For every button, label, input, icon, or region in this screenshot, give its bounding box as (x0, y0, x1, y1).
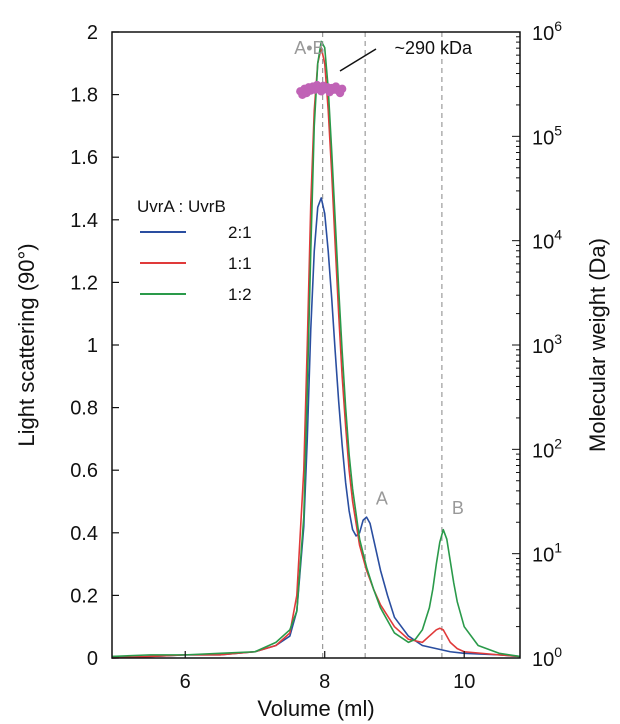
y2-tick-base: 10 (532, 649, 554, 671)
y2-tick-label: 106 (532, 18, 562, 45)
plot-frame (111, 31, 521, 659)
y-tick-label: 1.2 (70, 272, 98, 294)
y-tick-label: 1 (87, 335, 98, 357)
x-axis-ticks: 6 8 10 (180, 651, 475, 693)
mw-point (337, 84, 347, 94)
annotation-b: B (452, 498, 464, 518)
series-line-1-2 (111, 40, 521, 658)
y2-tick-exponent: 2 (554, 435, 562, 451)
y-tick-label: 0.6 (70, 460, 98, 482)
x-axis-label: Volume (ml) (257, 696, 374, 721)
y2-axis-label: Molecular weight (Da) (585, 238, 610, 452)
molecular-weight-points (296, 80, 347, 100)
series-lines (111, 40, 521, 659)
y-tick-label: 1.6 (70, 147, 98, 169)
annotation-mw: ~290 kDa (394, 38, 473, 58)
y2-tick-base: 10 (532, 23, 554, 45)
y-tick-label: 0.2 (70, 585, 98, 607)
y2-tick-exponent: 3 (554, 331, 562, 347)
y2-tick-label: 105 (532, 122, 562, 149)
y2-tick-label: 102 (532, 435, 562, 462)
x-tick-label: 10 (453, 671, 475, 693)
series-line-1-1 (111, 46, 521, 659)
y2-tick-exponent: 1 (554, 540, 562, 556)
y2-tick-label: 103 (532, 331, 562, 358)
annotation-ab: A•B (294, 38, 324, 58)
y2-tick-label: 104 (532, 227, 562, 254)
series-line-2-1 (111, 197, 521, 659)
y2-tick-exponent: 4 (554, 227, 562, 243)
legend-entries: 2:1 1:1 1:2 (140, 223, 252, 304)
y-tick-label: 2 (87, 22, 98, 44)
y2-tick-base: 10 (532, 440, 554, 462)
annotation-a: A (376, 489, 388, 509)
x-tick-label: 6 (180, 671, 191, 693)
legend-title: UvrA : UvrB (137, 197, 226, 216)
legend-label: 2:1 (228, 223, 252, 242)
y-tick-label: 0.8 (70, 398, 98, 420)
y2-tick-base: 10 (532, 545, 554, 567)
y-axis-label: Light scattering (90°) (14, 243, 39, 446)
y2-tick-exponent: 6 (554, 18, 562, 34)
y2-tick-label: 100 (532, 644, 562, 671)
y2-tick-exponent: 5 (554, 122, 562, 138)
y2-tick-base: 10 (532, 232, 554, 254)
y-tick-label: 0 (87, 648, 98, 670)
y-tick-label: 1.4 (70, 210, 98, 232)
y-axis-ticks: 0 0.2 0.4 0.6 0.8 1 1.2 1.4 1.6 1.8 2 (70, 22, 119, 670)
legend-label: 1:2 (228, 285, 252, 304)
legend: UvrA : UvrB 2:1 1:1 1:2 (137, 197, 252, 304)
mw-leader-line (339, 48, 377, 72)
x-tick-label: 8 (319, 671, 330, 693)
y2-tick-label: 101 (532, 540, 562, 567)
y2-tick-base: 10 (532, 127, 554, 149)
legend-label: 1:1 (228, 254, 252, 273)
y-tick-label: 0.4 (70, 523, 98, 545)
annotations: A•B A B ~290 kDa (294, 38, 473, 518)
y-tick-label: 1.8 (70, 85, 98, 107)
y2-tick-exponent: 0 (554, 644, 562, 660)
y2-tick-base: 10 (532, 336, 554, 358)
